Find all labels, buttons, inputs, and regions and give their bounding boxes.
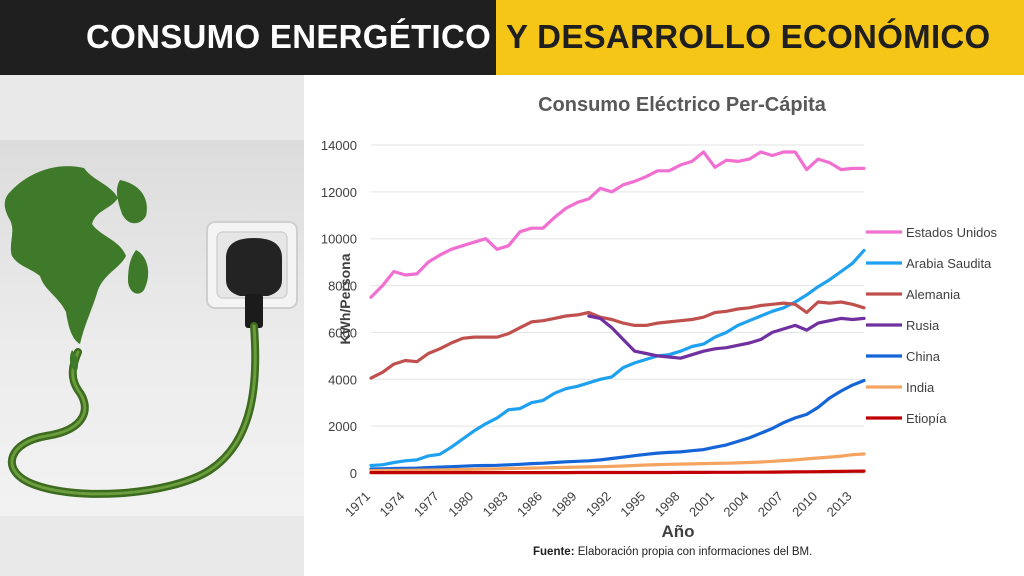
y-tick-label: 4000	[328, 372, 357, 387]
series-lines	[369, 150, 866, 475]
chart-legend: Estados Unidos Arabia Saudita Alemania Rusi…	[866, 225, 998, 426]
x-tick-label: 1971	[342, 489, 373, 520]
x-tick-label: 2004	[720, 489, 751, 520]
series-line-2	[369, 300, 866, 380]
series-line-1	[369, 248, 866, 468]
x-tick-label: 1977	[411, 489, 442, 520]
legend-label: Estados Unidos	[906, 225, 998, 240]
x-tick-label: 1998	[652, 489, 683, 520]
y-tick-label: 0	[350, 466, 357, 481]
x-tick-label: 2007	[755, 489, 786, 520]
x-tick-label: 2013	[824, 489, 855, 520]
x-axis-ticks: 1971 1974 1977 1980 1983 1986 1989 1992 1995 1998…	[342, 489, 855, 520]
header-banner-yellow	[496, 0, 1024, 75]
series-line-6	[369, 469, 866, 475]
legend-label: Arabia Saudita	[906, 256, 992, 271]
series-line-0	[369, 150, 866, 299]
legend-label: India	[906, 380, 935, 395]
legend-label: China	[906, 349, 941, 364]
source-label: Fuente:	[533, 546, 575, 558]
x-tick-label: 1983	[480, 489, 511, 520]
slide-title-part-2: Y DESARROLLO ECONÓMICO	[506, 18, 991, 55]
y-tick-label: 12000	[321, 185, 357, 200]
slide-title-part-1: CONSUMO ENERGÉTICO	[86, 18, 492, 55]
cable-icon	[7, 322, 260, 498]
x-tick-label: 2001	[686, 489, 717, 520]
x-tick-label: 2010	[789, 489, 820, 520]
x-tick-label: 1992	[583, 489, 614, 520]
legend-label: Etiopía	[906, 411, 947, 426]
gridlines	[371, 144, 864, 474]
x-axis-label: Año	[661, 522, 694, 541]
x-tick-label: 1986	[514, 489, 545, 520]
chart-title: Consumo Eléctrico Per-Cápita	[538, 94, 827, 116]
series-line-4	[369, 378, 866, 471]
y-tick-label: 14000	[321, 138, 357, 153]
x-tick-label: 1989	[548, 489, 579, 520]
series-line-3	[587, 314, 866, 360]
y-axis-label: KWh/Persona	[337, 253, 353, 344]
y-tick-label: 8000	[328, 279, 357, 294]
series-line-5	[369, 452, 866, 473]
x-tick-label: 1995	[617, 489, 648, 520]
x-tick-label: 1974	[376, 489, 407, 520]
source-text: Elaboración propia con informaciones del…	[577, 546, 813, 558]
electricity-consumption-chart: Consumo Eléctrico Per-Cápita KWh/Persona…	[321, 94, 998, 541]
power-plug-icon	[226, 238, 282, 328]
legend-label: Rusia	[906, 318, 940, 333]
header-banner-dark	[0, 0, 496, 75]
legend-label: Alemania	[906, 287, 961, 302]
x-tick-label: 1980	[445, 489, 476, 520]
y-axis-ticks: 0 2000 4000 6000 8000 10000 12000 14000	[321, 138, 357, 481]
y-tick-label: 10000	[321, 232, 357, 247]
source-note: Fuente: Elaboración propia con informaci…	[533, 546, 812, 558]
globe-plug-illustration	[0, 140, 304, 516]
globe-icon	[4, 166, 149, 372]
y-tick-label: 2000	[328, 419, 357, 434]
y-tick-label: 6000	[328, 325, 357, 340]
globe-with-power-plug-icon	[4, 166, 298, 498]
